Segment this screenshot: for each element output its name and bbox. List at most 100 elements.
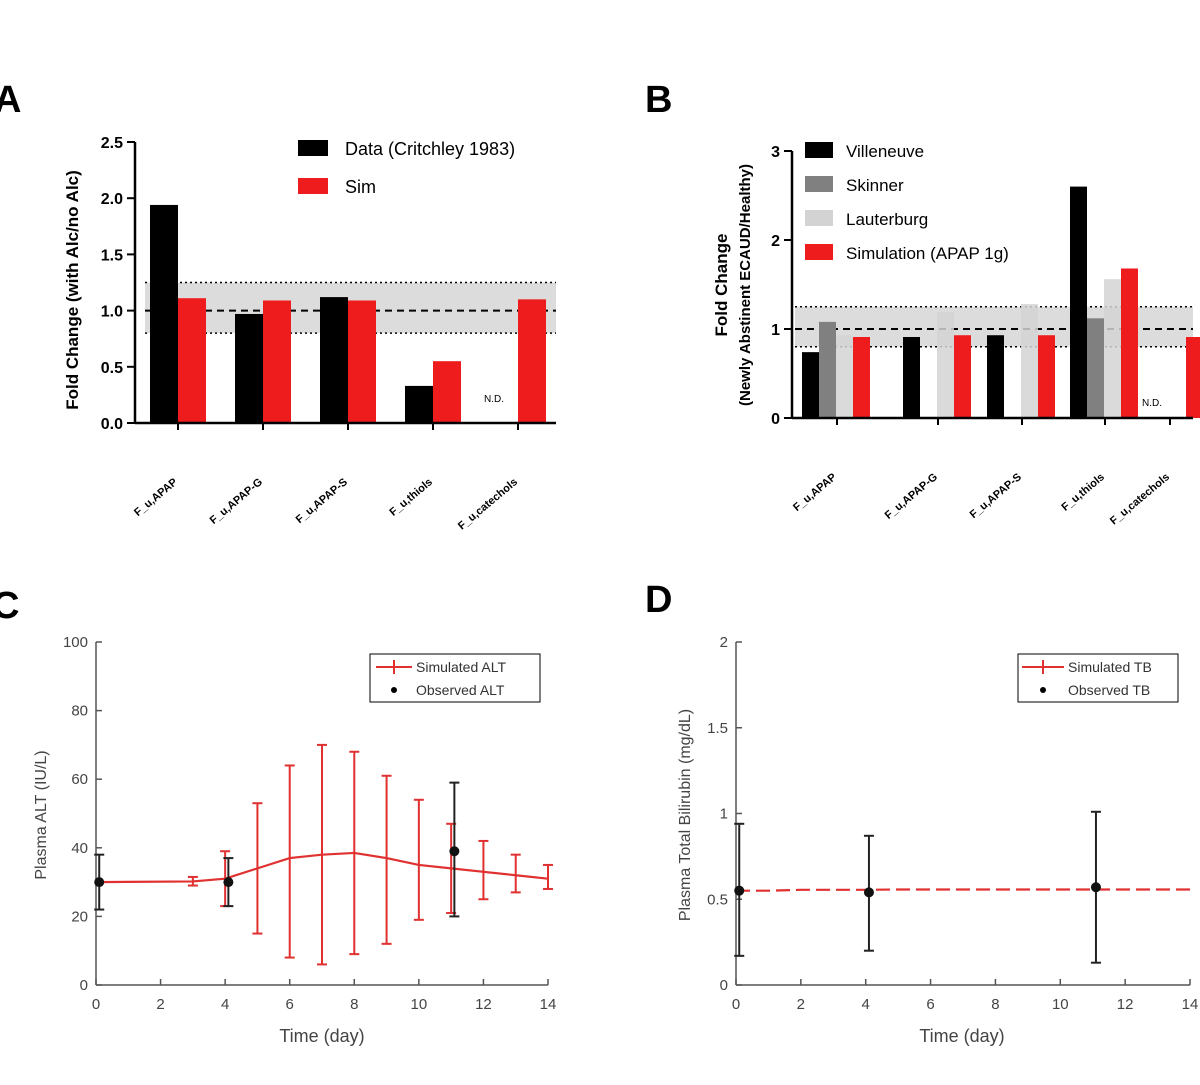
panel-b-x-tick-label-4: F_u,catechols bbox=[1108, 471, 1172, 527]
panel-d-obs-point-2 bbox=[1090, 882, 1101, 893]
panel-c: C 0 20 40 60 80 100 0 2 4 6 8 10 12 14 Plasma ALT (IU… bbox=[0, 585, 556, 1046]
panel-b-legend-skinner: Skinner bbox=[846, 176, 904, 195]
panel-b-x-tick-labels: F_u,APAP F_u,APAP-G F_u,APAP-S F_u,thiols F_… bbox=[791, 471, 1172, 527]
panel-c-y-tick-label-5: 100 bbox=[63, 634, 88, 651]
panel-b-x-tick-label-1: F_u,APAP-G bbox=[883, 471, 940, 522]
panel-c-legend-sim: Simulated ALT bbox=[416, 659, 506, 675]
panel-b-y-axis-label-line1: Fold Change bbox=[712, 234, 731, 337]
panel-c-x-tick-label-5: 10 bbox=[411, 996, 428, 1013]
panel-b-bar-villeneuve-3 bbox=[1070, 186, 1087, 418]
panel-a-y-axis-label: Fold Change (with Alc/no Alc) bbox=[63, 170, 82, 410]
panel-b-x-tick-label-2: F_u,APAP-S bbox=[968, 471, 1024, 521]
panel-a-label: A bbox=[0, 79, 21, 121]
panel-c-label: C bbox=[0, 585, 19, 627]
panel-a-bar-sim-0 bbox=[178, 298, 206, 423]
panel-b-legend-simulation: Simulation (APAP 1g) bbox=[846, 244, 1009, 263]
panel-c-y-tick-label-0: 0 bbox=[80, 977, 88, 994]
panel-b-bar-villeneuve-1 bbox=[903, 337, 920, 418]
panel-d-obs-point-0 bbox=[734, 885, 745, 896]
panel-a-bar-data-critchley-1983-3 bbox=[405, 385, 433, 423]
panel-a-bar-data-critchley-1983-0 bbox=[150, 204, 178, 423]
panel-d-legend-obs-marker bbox=[1040, 687, 1046, 693]
panel-a-x-tick-labels: F_u,APAP F_u,APAP-G F_u,APAP-S F_u,thiols F_… bbox=[132, 476, 520, 532]
panel-b-legend-swatch-skinner bbox=[805, 176, 833, 192]
panel-d-y-tick-label-1: 0.5 bbox=[707, 891, 728, 908]
panel-c-x-tick-label-2: 4 bbox=[221, 996, 229, 1013]
panel-b-bar-lauterburg-2 bbox=[1021, 304, 1038, 418]
panel-b-bar-simulation-apap-1g-0 bbox=[853, 337, 870, 418]
panel-d-x-tick-label-5: 10 bbox=[1052, 996, 1069, 1013]
panel-c-x-tick-label-0: 0 bbox=[92, 996, 100, 1013]
panel-d-legend-obs: Observed TB bbox=[1068, 682, 1150, 698]
panel-d-sim-line bbox=[736, 888, 1190, 892]
panel-d-x-tick-label-7: 14 bbox=[1182, 996, 1199, 1013]
panel-b: B 0 1 2 3 Fold Change (Newly Abstinent ECAU… bbox=[645, 79, 1200, 527]
panel-b-x-tick-label-0: F_u,APAP bbox=[791, 471, 839, 514]
panel-b-legend-lauterburg: Lauterburg bbox=[846, 210, 928, 229]
panel-b-legend-swatch-villeneuve bbox=[805, 142, 833, 158]
panel-d-x-tick-label-4: 8 bbox=[991, 996, 999, 1013]
panel-a-legend-swatch-data bbox=[298, 140, 328, 156]
panel-a-legend-sim: Sim bbox=[345, 177, 376, 197]
panel-c-x-tick-label-3: 6 bbox=[286, 996, 294, 1013]
panel-a-axes: 0.0 0.5 1.0 1.5 2.0 2.5 bbox=[101, 135, 556, 433]
panel-d-label: D bbox=[645, 579, 672, 621]
panel-d-legend-box bbox=[1017, 653, 1179, 703]
panel-c-obs-point-0 bbox=[94, 877, 105, 888]
panel-b-bar-simulation-apap-1g-1 bbox=[954, 335, 971, 418]
panel-a-legend-data: Data (Critchley 1983) bbox=[345, 139, 515, 159]
panel-b-bar-villeneuve-2 bbox=[987, 335, 1004, 418]
panel-c-obs-point-2 bbox=[449, 846, 460, 857]
panel-a-x-tick-label-4: F_u,catechols bbox=[456, 476, 520, 532]
panel-b-bar-simulation-apap-1g-4 bbox=[1186, 337, 1200, 418]
panel-b-bar-simulation-apap-1g-2 bbox=[1038, 335, 1055, 418]
panel-c-obs-point-1 bbox=[223, 877, 234, 888]
panel-b-bar-skinner-3 bbox=[1087, 318, 1104, 418]
panel-c-y-tick-label-3: 60 bbox=[71, 771, 88, 788]
panel-b-bar-lauterburg-1 bbox=[937, 312, 954, 418]
panel-a-x-tick-label-0: F_u,APAP bbox=[132, 476, 180, 519]
panel-a-y-tick-label-0: 0.0 bbox=[101, 416, 123, 433]
panel-c-x-tick-label-7: 14 bbox=[540, 996, 557, 1013]
panel-a-bar-sim-2 bbox=[348, 300, 376, 423]
panel-c-legend-obs-marker bbox=[391, 687, 397, 693]
panel-b-bar-skinner-0 bbox=[819, 321, 836, 418]
panel-c-legend-obs: Observed ALT bbox=[416, 682, 505, 698]
panel-c-y-axis-label: Plasma ALT (IU/L) bbox=[33, 750, 50, 879]
panel-a-y-tick-label-4: 2.0 bbox=[101, 191, 123, 208]
panel-a-y-tick-label-5: 2.5 bbox=[101, 135, 123, 152]
panel-d: D 0 0.5 1 1.5 2 0 2 4 6 8 10 12 14 Plasma Total Bili… bbox=[645, 579, 1198, 1046]
panel-b-legend-swatch-lauterburg bbox=[805, 210, 833, 226]
panel-c-x-tick-label-4: 8 bbox=[350, 996, 358, 1013]
panel-a-legend-swatch-sim bbox=[298, 178, 328, 194]
panel-d-legend-sim: Simulated TB bbox=[1068, 659, 1152, 675]
panel-c-x-axis-label: Time (day) bbox=[279, 1026, 364, 1046]
panel-a-bar-data-critchley-1983-2 bbox=[320, 297, 348, 423]
panel-b-label: B bbox=[645, 79, 672, 121]
panel-b-nd-annotation: N.D. bbox=[1142, 398, 1162, 409]
panel-d-x-tick-label-2: 4 bbox=[862, 996, 870, 1013]
panel-a: A 0.0 0.5 1.0 1.5 2.0 2.5 Fold Change (with A… bbox=[0, 79, 556, 532]
panel-a-y-tick-label-1: 0.5 bbox=[101, 360, 123, 377]
panel-a-y-tick-label-3: 1.5 bbox=[101, 247, 123, 264]
panel-c-y-tick-label-2: 40 bbox=[71, 840, 88, 857]
panel-c-plot: 0 20 40 60 80 100 0 2 4 6 8 10 12 14 bbox=[63, 634, 556, 1013]
panel-b-bars bbox=[802, 186, 1200, 418]
panel-a-y-tick-label-2: 1.0 bbox=[101, 304, 123, 321]
panel-b-y-tick-label-2: 2 bbox=[771, 233, 780, 250]
panel-d-y-tick-label-4: 2 bbox=[720, 634, 728, 651]
panel-a-bar-sim-1 bbox=[263, 300, 291, 423]
panel-a-nd-annotation: N.D. bbox=[484, 394, 504, 405]
panel-a-x-tick-label-3: F_u,thiols bbox=[387, 476, 435, 519]
panel-b-x-tick-label-3: F_u,thiols bbox=[1059, 471, 1107, 514]
panel-d-x-tick-label-6: 12 bbox=[1117, 996, 1134, 1013]
panel-a-x-tick-label-2: F_u,APAP-S bbox=[294, 476, 350, 526]
panel-d-y-tick-label-0: 0 bbox=[720, 977, 728, 994]
panel-a-bars bbox=[150, 204, 546, 423]
panel-b-y-axis-label-line2: (Newly Abstinent ECAUD/Healthy) bbox=[737, 164, 754, 406]
panel-c-y-tick-label-4: 80 bbox=[71, 703, 88, 720]
panel-c-x-tick-label-6: 12 bbox=[475, 996, 492, 1013]
panel-a-x-tick-label-1: F_u,APAP-G bbox=[208, 476, 265, 527]
panel-d-plot: 0 0.5 1 1.5 2 0 2 4 6 8 10 12 14 bbox=[707, 634, 1198, 1013]
